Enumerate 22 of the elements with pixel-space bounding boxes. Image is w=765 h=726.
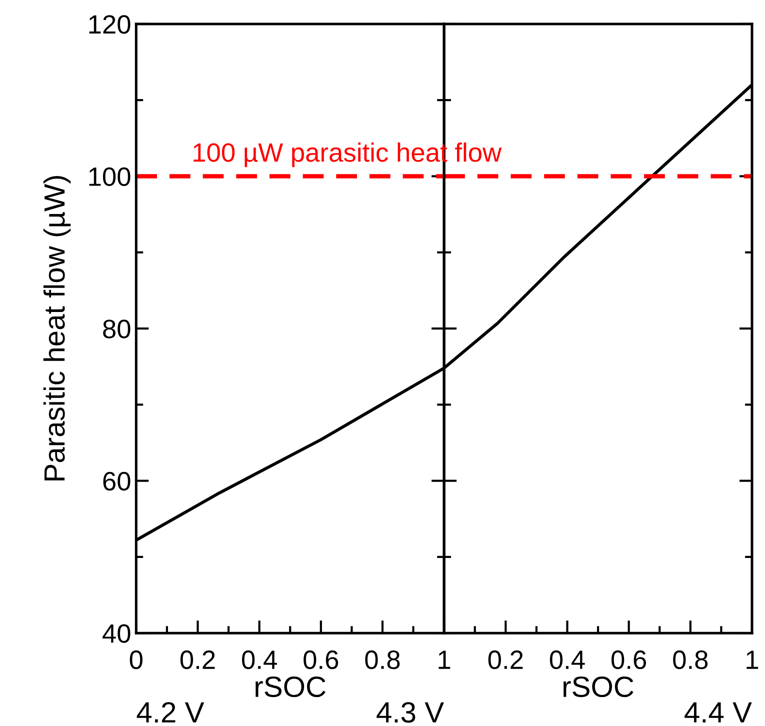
y-tick-label: 120 — [89, 15, 130, 34]
x-tick-label: 0.8 — [365, 650, 400, 670]
x-tick-label: 0.2 — [488, 650, 523, 670]
text: 4.2 V — [136, 702, 204, 722]
x-tick-label: 0.6 — [612, 650, 646, 670]
x-tick-label: 0.2 — [180, 650, 215, 670]
x-tick-label: 0.4 — [550, 650, 585, 670]
x-tick-label: 0.4 — [242, 650, 277, 670]
y-axis-title: Parasitic heat flow (µW) — [43, 176, 71, 480]
x-axis-title: rSOC — [256, 676, 326, 698]
x-axis-title: rSOC — [564, 676, 634, 698]
x-tick-label: 0 — [130, 650, 142, 670]
x-tick-label: 1 — [438, 650, 450, 669]
y-tick-label: 80 — [103, 320, 130, 338]
y-tick-label: 60 — [103, 472, 130, 491]
y-tick-label: 40 — [102, 624, 130, 643]
y-tick-label: 100 — [89, 167, 130, 186]
x-tick-label: 0.8 — [673, 650, 708, 670]
x-tick-label: 0.6 — [304, 650, 338, 670]
text: 4.3 V — [376, 702, 444, 723]
x-tick-label: 1 — [746, 650, 758, 669]
text: 4.4 V — [684, 702, 752, 722]
